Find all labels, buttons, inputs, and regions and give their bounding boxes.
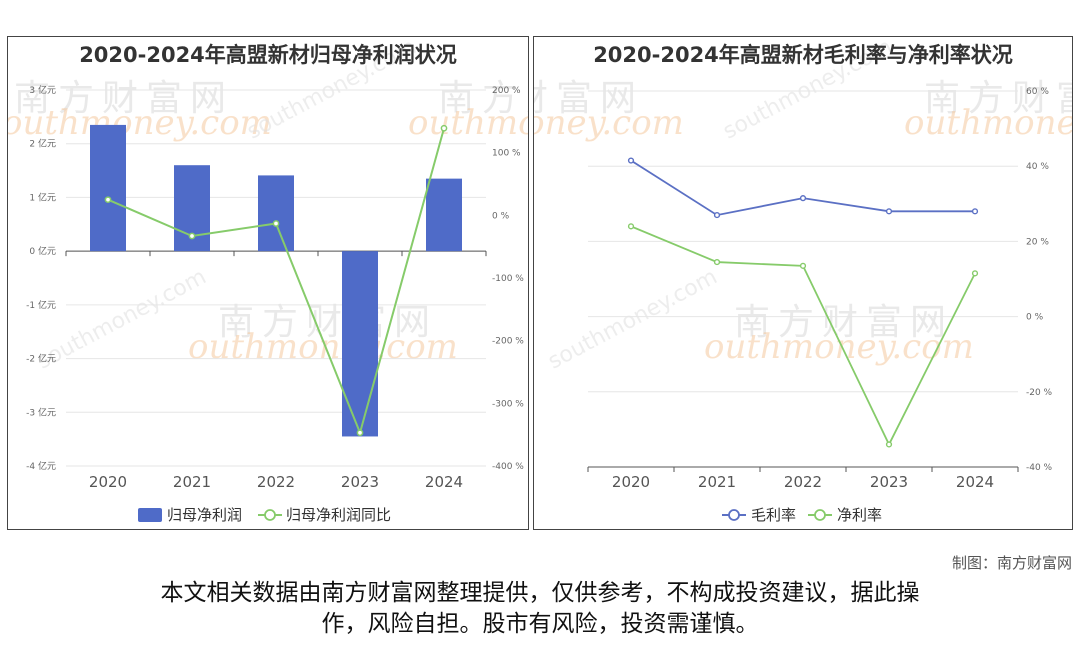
y-right-tick-label: -300 % [492,399,524,409]
y-right-tick-label: 40 % [1026,162,1049,172]
yoy-point-2020 [104,196,112,204]
x-tick-label: 2021 [173,473,211,491]
series-line-1 [630,225,976,447]
x-tick-label: 2022 [257,473,295,491]
bar-2022 [258,175,294,252]
y-right-tick-label: 100 % [492,149,521,159]
legend-bar-label: 归母净利润 [167,506,242,524]
y-right-tick-label: 0 % [492,211,510,221]
y-left-tick-label: -4 亿元 [26,460,56,472]
series-1-point-2024 [971,270,979,277]
y-right-tick-label: 60 % [1026,87,1049,97]
disclaimer-line-2: 作，风险自担。股市有风险，投资需谨慎。 [321,611,759,637]
legend-label: 净利率 [837,506,882,524]
series-1-point-2022 [799,262,807,269]
y-left-tick-label: 1 亿元 [29,191,56,203]
margin-chart-panel: 2020-2024年高盟新材毛利率与净利率状况 南方财富网 outhmoney.… [533,36,1073,530]
y-left-tick-label: -2 亿元 [26,353,56,365]
y-left-tick-label: -1 亿元 [26,299,56,311]
y-right-tick-label: -20 % [1026,388,1053,398]
x-tick-label: 2024 [425,473,463,491]
y-right-tick-label: 20 % [1026,237,1049,247]
net-profit-chart-svg: 3 亿元 2 亿元 1 亿元 0 亿元 -1 亿元 -2 亿元 -3 亿元 -4 亿元 200 … [26,84,524,524]
disclaimer: 本文相关数据由南方财富网整理提供，仅供参考，不构成投资建议，据此操 作，风险自担… [40,578,1040,640]
legend-label: 毛利率 [751,506,796,524]
bar-2023 [342,251,378,437]
series-1-point-2023 [885,441,893,448]
series-1-point-2021 [713,258,721,266]
y-right-tick-label: 0 % [1026,313,1044,323]
yoy-point-2021 [188,232,196,240]
x-tick-label: 2024 [956,473,994,491]
y-right-tick-label: -400 % [492,462,524,472]
legend-line-marker [814,509,826,521]
x-tick-label: 2022 [784,473,822,491]
net-profit-chart-panel: 2020-2024年高盟新材归母净利润状况 南方财富网 outhmoney.co… [7,36,529,530]
y-left-tick-label: -3 亿元 [26,406,56,418]
yoy-point-2023 [356,429,364,437]
series-1-point-2020 [627,223,635,230]
y-left-tick-label: 2 亿元 [29,138,56,150]
disclaimer-line-1: 本文相关数据由南方财富网整理提供，仅供参考，不构成投资建议，据此操 [160,580,920,606]
legend-line-marker [264,509,276,521]
margin-chart-svg: 60 % 40 % 20 % 0 % -20 % -40 % 2020 2021 2022 202… [587,87,1053,524]
series-0-point-2023 [885,208,893,215]
y-right-tick-label: 200 % [492,86,521,96]
y-right-tick-label: -100 % [492,274,524,284]
series-0-point-2024 [971,208,979,215]
y-left-tick-label: 0 亿元 [29,245,56,257]
x-tick-label: 2023 [870,473,908,491]
series-0-point-2022 [799,195,807,202]
bar-2024 [426,178,462,252]
yoy-point-2022 [272,220,280,227]
x-tick-label: 2023 [341,473,379,491]
chart-title: 2020-2024年高盟新材毛利率与净利率状况 [593,43,1013,67]
legend-bar-swatch [138,508,162,522]
yoy-point-2024 [440,124,448,132]
series-0-point-2020 [627,157,635,164]
x-tick-label: 2020 [612,473,650,491]
chart-title: 2020-2024年高盟新材归母净利润状况 [79,43,457,67]
y-right-tick-label: -40 % [1026,463,1053,473]
y-left-tick-label: 3 亿元 [29,84,56,96]
series-0-point-2021 [713,211,721,219]
legend-line-marker [728,509,740,521]
x-tick-label: 2020 [89,473,127,491]
chart-credit: 制图：南方财富网 [951,554,1072,572]
legend-line-label: 归母净利润同比 [286,506,391,524]
y-right-tick-label: -200 % [492,337,524,347]
x-tick-label: 2021 [698,473,736,491]
bar-2020 [90,124,126,252]
series-line-0 [630,159,975,217]
yoy-line [107,127,445,436]
